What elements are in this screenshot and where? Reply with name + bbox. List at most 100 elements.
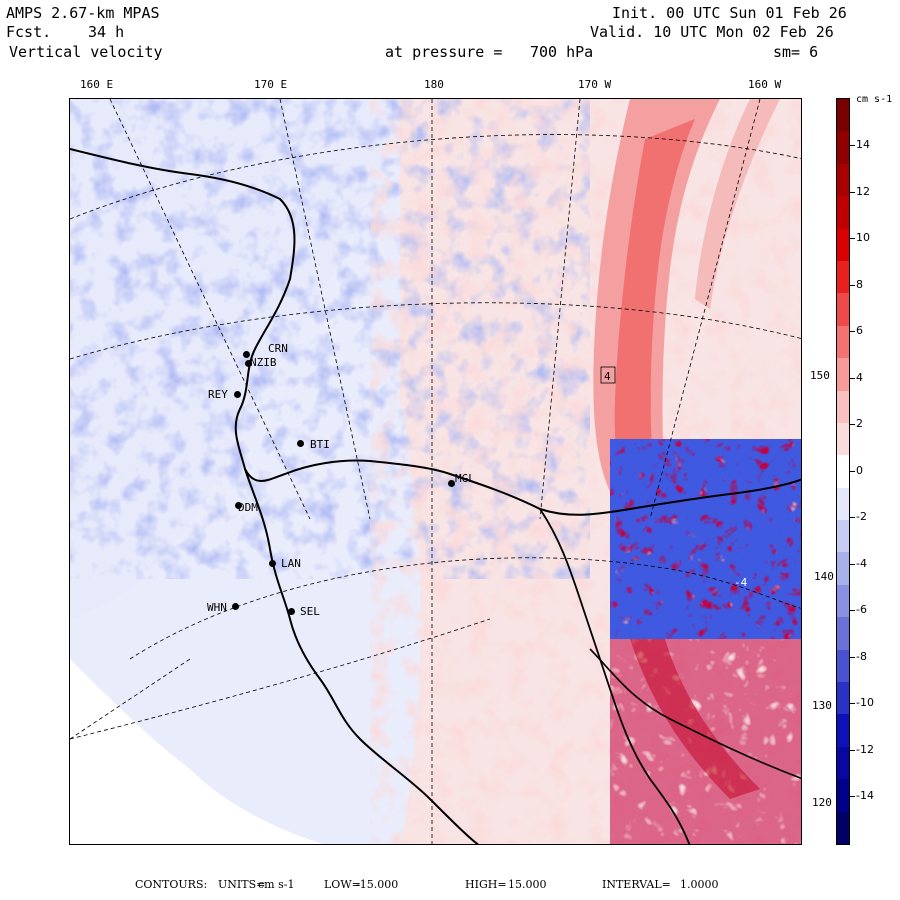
station-dot-ddm	[235, 502, 242, 509]
pressure-value: 700 hPa	[530, 43, 594, 61]
secondary-band	[695, 99, 780, 309]
model-title: AMPS 2.67-km MPAS	[6, 4, 160, 22]
colorbar-label: 10	[856, 231, 870, 244]
station-dot-sel	[288, 608, 295, 615]
colorbar-segment	[837, 358, 849, 392]
station-ddm: DDM	[238, 501, 258, 514]
vertical-velocity-map: 4 -4	[69, 98, 802, 845]
colorbar-label: -2	[856, 510, 867, 523]
lon-label-160e: 160 E	[80, 78, 114, 91]
colorbar-tick	[850, 238, 855, 239]
colorbar-segment	[837, 714, 849, 748]
station-dot-rey	[234, 391, 241, 398]
colorbar-segment	[837, 811, 849, 845]
updraft-band-core	[614, 119, 695, 519]
station-rey: REY	[208, 388, 228, 401]
colorbar-label: -10	[856, 696, 874, 709]
lon-label-160w: 160 W	[748, 78, 782, 91]
station-crn: CRN	[268, 342, 288, 355]
grounding-line	[589, 648, 801, 780]
colorbar-segment	[837, 228, 849, 262]
colorbar-tick	[850, 703, 855, 704]
colorbar-segment	[837, 99, 849, 132]
ross-ice-shelf-front	[70, 148, 801, 516]
colorbar-segment	[837, 552, 849, 586]
colorbar-segment	[837, 422, 849, 456]
colorbar-label: 0	[856, 463, 863, 477]
colorbar-label: -8	[856, 649, 867, 663]
contour-label-neg4: -4	[734, 576, 748, 589]
colorbar-label: 4	[856, 370, 863, 384]
footer-high-label: HIGH=	[465, 878, 507, 891]
colorbar-tick	[850, 610, 855, 611]
footer-units-label: UNITS=	[218, 878, 266, 891]
colorbar-tick	[850, 517, 855, 518]
colorbar	[836, 98, 850, 845]
footer-high-value: 15.000	[508, 878, 547, 891]
colorbar-tick	[850, 470, 855, 472]
colorbar-tick	[850, 796, 855, 797]
colorbar-label: 6	[856, 324, 863, 337]
pressure-label: at pressure =	[385, 43, 503, 61]
station-nzib: NZIB	[250, 356, 277, 369]
graticule	[70, 99, 801, 844]
station-dot-whn	[232, 603, 239, 610]
station-dot-bti	[297, 440, 304, 447]
station-mgl: MGL	[455, 472, 475, 485]
colorbar-tick	[850, 656, 855, 658]
colorbar-tick	[850, 331, 855, 332]
colorbar-segment	[837, 455, 849, 489]
lon-label-170e: 170 E	[254, 78, 288, 91]
colorbar-segment	[837, 682, 849, 715]
smoothing-value: sm= 6	[773, 43, 819, 61]
transantarctic-coast	[244, 468, 480, 844]
valid-time: Valid. 10 UTC Mon 02 Feb 26	[590, 23, 834, 41]
forecast-label: Fcst.	[6, 23, 52, 41]
colorbar-segment	[837, 649, 849, 683]
colorbar-label: 12	[856, 184, 870, 198]
lon-label-170w: 170 W	[578, 78, 612, 91]
colorbar-label: -4	[856, 556, 867, 570]
footer-low-label: LOW=	[324, 878, 361, 891]
colorbar-segment	[837, 163, 849, 197]
colorbar-label: -12	[856, 742, 874, 756]
footer-contours-label: CONTOURS:	[135, 878, 208, 891]
station-bti: BTI	[310, 438, 330, 451]
colorbar-tick	[850, 145, 855, 146]
lon-label-180: 180	[424, 78, 444, 91]
station-dot-mgl	[448, 480, 455, 487]
colorbar-tick	[850, 749, 855, 751]
station-lan: LAN	[281, 557, 301, 570]
station-sel: SEL	[300, 605, 320, 618]
colorbar-tick	[850, 377, 855, 379]
colorbar-units: cm s-1	[856, 94, 893, 105]
colorbar-tick	[850, 284, 855, 286]
colorbar-segment	[837, 260, 849, 294]
missing-data-region	[70, 659, 324, 844]
footer-interval-value: 1.0000	[680, 878, 719, 891]
colorbar-tick	[850, 563, 855, 565]
contour-label-4: 4	[604, 370, 611, 383]
colorbar-tick	[850, 424, 855, 425]
marie-byrd-coast	[539, 508, 691, 844]
colorbar-segment	[837, 617, 849, 651]
colorbar-segment	[837, 293, 849, 327]
station-whn: WHN	[207, 601, 227, 614]
field-name: Vertical velocity	[9, 43, 163, 61]
colorbar-segment	[837, 390, 849, 424]
colorbar-label: -14	[856, 789, 874, 802]
init-time: Init. 00 UTC Sun 01 Feb 26	[612, 4, 847, 22]
colorbar-label: 2	[856, 417, 863, 430]
colorbar-segment	[837, 520, 849, 553]
station-dot-nzib	[245, 360, 252, 367]
station-dot-crn	[243, 351, 250, 358]
contour-label-box-4	[600, 366, 616, 384]
footer-low-value: -15.000	[356, 878, 399, 891]
colorbar-label: 14	[856, 138, 870, 151]
colorbar-segment	[837, 584, 849, 618]
map-canvas: 4 -4	[70, 99, 801, 844]
colorbar-segment	[837, 746, 849, 780]
colorbar-segment	[837, 779, 849, 813]
footer-units-value: cm s-1	[258, 878, 295, 891]
southern-storm-texture	[610, 639, 801, 844]
